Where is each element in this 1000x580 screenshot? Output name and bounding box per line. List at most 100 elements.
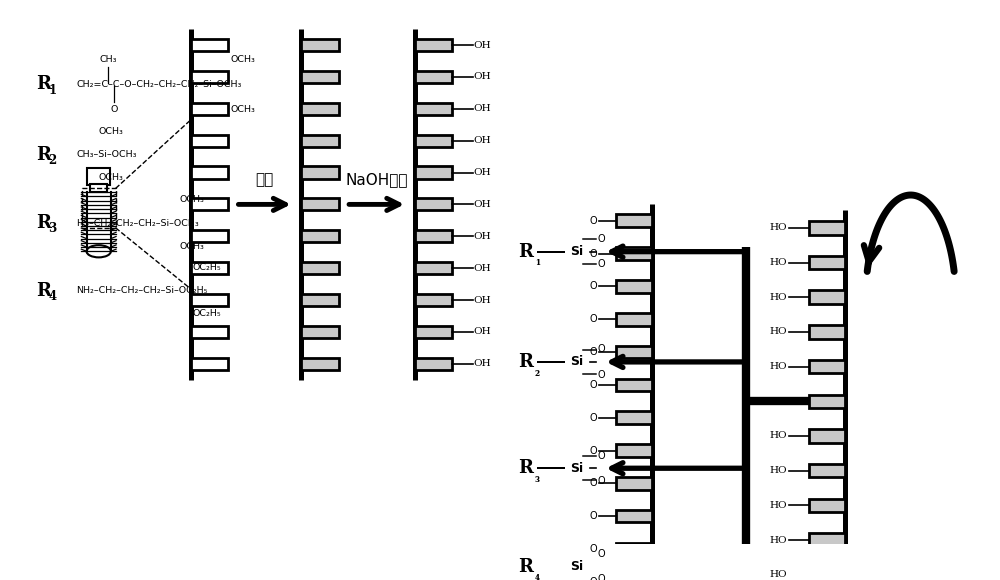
Text: O: O: [590, 413, 598, 423]
Bar: [301, 358, 339, 370]
Bar: [301, 71, 339, 83]
Text: ₂: ₂: [535, 365, 540, 379]
Bar: [809, 394, 845, 408]
Text: O: O: [590, 445, 598, 455]
Text: O: O: [590, 216, 598, 226]
Ellipse shape: [87, 245, 111, 258]
Bar: [616, 280, 652, 293]
Text: HO: HO: [769, 328, 787, 336]
Text: O: O: [598, 574, 605, 580]
Bar: [809, 499, 845, 512]
Text: ₃: ₃: [535, 472, 540, 485]
Bar: [415, 294, 452, 306]
Text: 2: 2: [48, 154, 56, 167]
Text: R: R: [36, 146, 51, 164]
Text: OCH₃: OCH₃: [179, 242, 204, 251]
Text: OC₂H₅: OC₂H₅: [192, 309, 221, 318]
Text: O: O: [590, 249, 598, 259]
Text: HO: HO: [769, 501, 787, 510]
Bar: [191, 71, 228, 83]
Text: O: O: [590, 478, 598, 488]
Bar: [191, 294, 228, 306]
Text: OH: OH: [474, 168, 491, 177]
Bar: [809, 221, 845, 235]
Bar: [301, 39, 339, 51]
Bar: [616, 411, 652, 424]
Bar: [191, 39, 228, 51]
Text: Si: Si: [570, 560, 583, 573]
Bar: [809, 533, 845, 547]
Bar: [616, 575, 652, 580]
Bar: [616, 247, 652, 260]
Bar: [191, 103, 228, 115]
Text: O: O: [590, 281, 598, 291]
Text: O: O: [598, 451, 605, 461]
Text: CH₂=C–C–O–CH₂–CH₂–CH₂–Si–OCH₃: CH₂=C–C–O–CH₂–CH₂–CH₂–Si–OCH₃: [76, 80, 242, 89]
Bar: [301, 103, 339, 115]
Bar: [809, 291, 845, 304]
Bar: [809, 325, 845, 339]
Bar: [301, 294, 339, 306]
Text: CH₃–Si–OCH₃: CH₃–Si–OCH₃: [76, 150, 137, 159]
Text: R: R: [518, 353, 533, 371]
Bar: [616, 215, 652, 227]
Bar: [191, 326, 228, 338]
Text: HS–CH₂–CH₂–CH₂–Si–OCH₃: HS–CH₂–CH₂–CH₂–Si–OCH₃: [76, 219, 199, 228]
Bar: [415, 326, 452, 338]
Bar: [415, 71, 452, 83]
Text: O: O: [598, 476, 605, 486]
Text: R: R: [36, 75, 51, 93]
Bar: [809, 360, 845, 374]
Bar: [415, 358, 452, 370]
Text: OH: OH: [474, 296, 491, 304]
Text: HO: HO: [769, 570, 787, 579]
Text: OH: OH: [474, 136, 491, 145]
Bar: [809, 568, 845, 580]
Text: HO: HO: [769, 397, 787, 406]
Text: R: R: [36, 282, 51, 300]
Text: OCH₃: OCH₃: [231, 55, 256, 64]
Text: R: R: [36, 214, 51, 232]
Text: Si: Si: [570, 356, 583, 368]
Bar: [616, 543, 652, 555]
Text: HO: HO: [769, 432, 787, 440]
Text: OCH₃: OCH₃: [179, 195, 204, 204]
Bar: [191, 135, 228, 147]
Text: OH: OH: [474, 104, 491, 113]
Text: OH: OH: [474, 200, 491, 209]
Bar: [301, 198, 339, 211]
Text: OCH₃: OCH₃: [99, 127, 124, 136]
Bar: [301, 230, 339, 242]
Bar: [415, 166, 452, 179]
Text: NH₂–CH₂–CH₂–CH₂–Si–OC₂H₅: NH₂–CH₂–CH₂–CH₂–Si–OC₂H₅: [76, 286, 208, 295]
Text: O: O: [590, 380, 598, 390]
Text: OH: OH: [474, 264, 491, 273]
Text: CH₃: CH₃: [99, 55, 117, 64]
Text: O: O: [598, 369, 605, 379]
Text: O: O: [590, 577, 598, 580]
Text: 4: 4: [48, 290, 56, 303]
Bar: [415, 230, 452, 242]
Text: O: O: [590, 314, 598, 324]
Text: HO: HO: [769, 362, 787, 371]
Text: 3: 3: [48, 222, 56, 235]
Text: OH: OH: [474, 328, 491, 336]
Text: O: O: [598, 549, 605, 559]
Bar: [415, 135, 452, 147]
Bar: [191, 166, 228, 179]
Bar: [191, 230, 228, 242]
Bar: [809, 256, 845, 269]
Text: O: O: [598, 345, 605, 354]
Bar: [90, 184, 107, 192]
Text: OCH₃: OCH₃: [99, 173, 124, 183]
Text: HO: HO: [769, 535, 787, 545]
Bar: [415, 103, 452, 115]
Text: Si: Si: [570, 462, 583, 475]
Bar: [301, 326, 339, 338]
Bar: [415, 262, 452, 274]
Text: ₄: ₄: [535, 571, 540, 580]
Bar: [616, 313, 652, 325]
Text: OH: OH: [474, 232, 491, 241]
Text: OH: OH: [474, 72, 491, 81]
Text: O: O: [598, 234, 605, 244]
